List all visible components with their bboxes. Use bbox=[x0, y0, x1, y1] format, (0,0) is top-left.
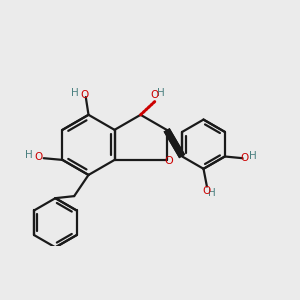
Text: O: O bbox=[151, 90, 159, 100]
Text: H: H bbox=[70, 88, 78, 98]
Text: O: O bbox=[202, 186, 210, 196]
Text: O: O bbox=[80, 90, 88, 100]
Text: O: O bbox=[34, 152, 42, 162]
Text: H: H bbox=[249, 152, 257, 161]
Text: H: H bbox=[157, 88, 164, 98]
Text: O: O bbox=[164, 156, 173, 166]
Text: H: H bbox=[208, 188, 216, 198]
Text: O: O bbox=[241, 153, 249, 163]
Text: H: H bbox=[26, 151, 33, 160]
